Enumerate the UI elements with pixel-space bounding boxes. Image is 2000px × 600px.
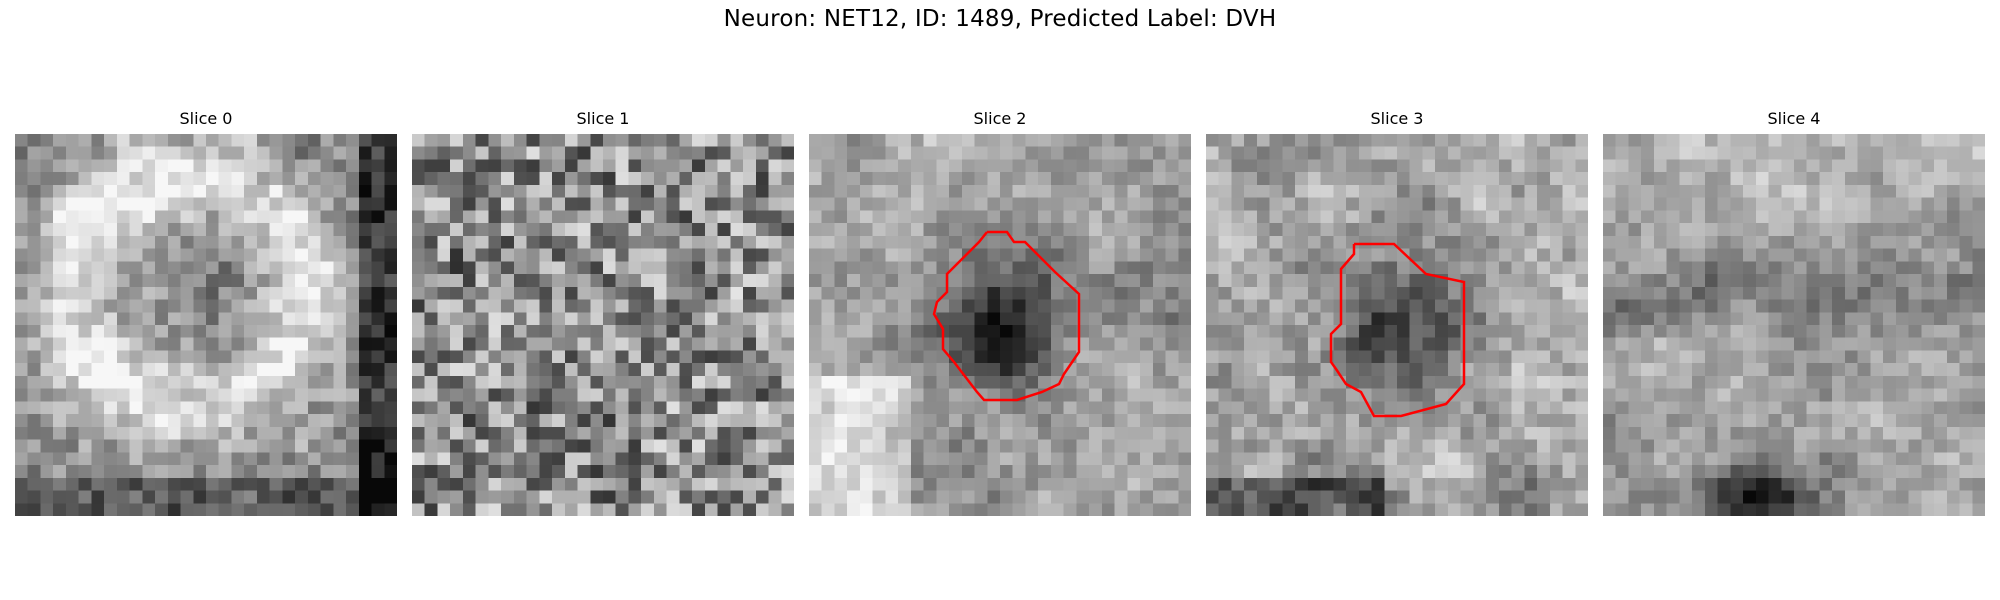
figure-title: Neuron: NET12, ID: 1489, Predicted Label…: [723, 6, 1277, 32]
slice-image-0: [15, 134, 397, 516]
slice-image-4: [1603, 134, 1985, 516]
roi-contour-2: [932, 230, 1081, 402]
roi-contour-3: [1329, 242, 1466, 418]
slice-image-2: [809, 134, 1191, 516]
roi-contour-line-3: [1329, 242, 1466, 418]
slice-canvas-0: [15, 134, 397, 516]
slice-canvas-2: [809, 134, 1191, 516]
slice-title-1: Slice 1: [576, 109, 630, 128]
slice-panel-2: Slice 2: [809, 108, 1191, 516]
roi-contour-line-2: [932, 230, 1081, 402]
slice-title-0: Slice 0: [179, 109, 233, 128]
slice-canvas-1: [412, 134, 794, 516]
slice-canvas-3: [1206, 134, 1588, 516]
slice-title-2: Slice 2: [973, 109, 1027, 128]
slice-panel-3: Slice 3: [1206, 108, 1588, 516]
slice-title-4: Slice 4: [1767, 109, 1821, 128]
slice-image-3: [1206, 134, 1588, 516]
slice-panel-1: Slice 1: [412, 108, 794, 516]
slice-canvas-4: [1603, 134, 1985, 516]
slice-image-1: [412, 134, 794, 516]
slice-panel-4: Slice 4: [1603, 108, 1985, 516]
slice-title-3: Slice 3: [1370, 109, 1424, 128]
slice-panel-0: Slice 0: [15, 108, 397, 516]
